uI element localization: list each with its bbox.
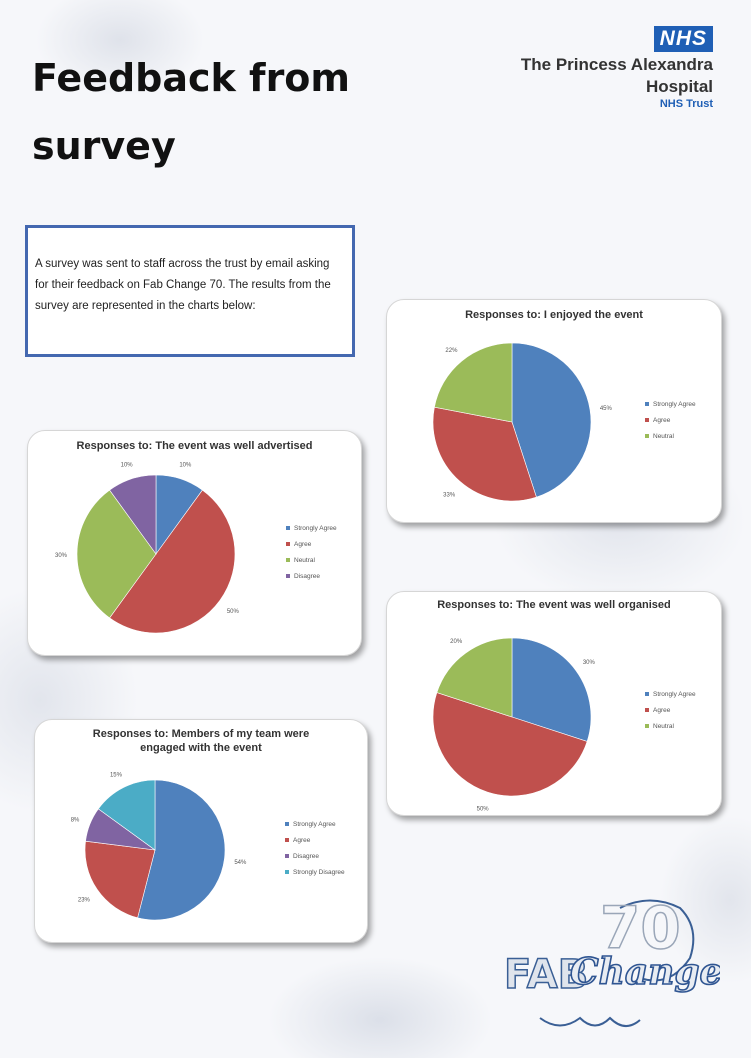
nhs-logo: NHS bbox=[653, 26, 713, 52]
chart-title-line: Responses to: Members of my team were bbox=[93, 728, 309, 740]
fab-change-70-logo: 70 FAB Change bbox=[503, 893, 720, 1027]
chart-title: Responses to: I enjoyed the event bbox=[465, 309, 643, 321]
legend-swatch bbox=[645, 434, 649, 438]
legend-swatch bbox=[286, 542, 290, 546]
pie-data-label: 23% bbox=[78, 897, 91, 903]
pie-data-label: 50% bbox=[477, 806, 490, 812]
pie-slice-neutral bbox=[436, 637, 513, 718]
pie-chart-advertised: Responses to: The event was well adverti… bbox=[55, 440, 337, 634]
pie-slice-disagree bbox=[109, 474, 157, 555]
chart-title: Responses to: Members of my team were eng… bbox=[93, 728, 309, 754]
legend-swatch bbox=[285, 838, 289, 842]
pie-slice-agree bbox=[84, 840, 156, 919]
legend-label: Neutral bbox=[653, 723, 675, 730]
chart-title: Responses to: The event was well organis… bbox=[437, 599, 671, 611]
legend-label: Strongly Disagree bbox=[293, 869, 345, 876]
pie-data-label: 8% bbox=[71, 817, 80, 823]
chart-title: Responses to: The event was well adverti… bbox=[77, 440, 313, 452]
legend-swatch bbox=[286, 558, 290, 562]
pie-slice-neutral bbox=[76, 489, 157, 619]
pie-data-label: 45% bbox=[600, 406, 613, 412]
pie-data-label: 50% bbox=[227, 609, 240, 615]
legend-label: Strongly Agree bbox=[653, 691, 696, 698]
intro-box: A survey was sent to staff across the tr… bbox=[25, 225, 355, 357]
pie-slice-strongly-agree bbox=[511, 342, 592, 498]
legend-label: Neutral bbox=[294, 557, 316, 564]
logo-waves bbox=[539, 1016, 641, 1027]
intro-text: A survey was sent to staff across the tr… bbox=[35, 258, 331, 312]
legend-swatch bbox=[645, 708, 649, 712]
pie-slice-agree bbox=[432, 692, 588, 797]
legend-swatch bbox=[286, 526, 290, 530]
legend-label: Agree bbox=[293, 837, 311, 844]
pie-data-label: 54% bbox=[234, 860, 247, 866]
pie-slice-strongly-disagree bbox=[97, 779, 156, 851]
logo-change: Change bbox=[570, 951, 720, 993]
pie-chart-enjoyed: Responses to: I enjoyed the event 45% 33% 2… bbox=[432, 309, 696, 502]
legend-swatch bbox=[286, 574, 290, 578]
legend-swatch bbox=[645, 724, 649, 728]
legend-label: Agree bbox=[653, 707, 671, 714]
legend-label: Agree bbox=[294, 541, 312, 548]
legend-label: Strongly Agree bbox=[294, 525, 337, 532]
legend-swatch bbox=[285, 822, 289, 826]
legend-label: Disagree bbox=[294, 573, 320, 580]
legend-swatch bbox=[645, 692, 649, 696]
legend-label: Agree bbox=[653, 417, 671, 424]
chart-card-team-engaged: Responses to: Members of my team were eng… bbox=[34, 719, 368, 943]
org-name-line2: Hospital bbox=[645, 77, 713, 96]
pie-data-label: 10% bbox=[179, 463, 192, 469]
legend-label: Strongly Agree bbox=[293, 821, 336, 828]
pie-chart-organised: Responses to: The event was well organis… bbox=[432, 599, 696, 812]
pie-data-label: 15% bbox=[110, 772, 123, 778]
logo-fab: FAB bbox=[504, 952, 588, 998]
pie-data-label: 30% bbox=[55, 553, 68, 559]
legend-swatch bbox=[285, 854, 289, 858]
org-trust: NHS Trust bbox=[659, 98, 713, 110]
pie-chart-team-engaged: Responses to: Members of my team were eng… bbox=[71, 728, 345, 921]
legend-swatch bbox=[285, 870, 289, 874]
pie-slice-strongly-agree bbox=[511, 637, 592, 742]
pie-slice-strongly-agree bbox=[137, 779, 226, 921]
legend-swatch bbox=[645, 402, 649, 406]
org-name-line1: The Princess Alexandra bbox=[520, 55, 713, 74]
pie-data-label: 22% bbox=[445, 348, 458, 354]
pie-data-label: 30% bbox=[583, 660, 596, 666]
logo-swirl bbox=[619, 899, 695, 982]
chart-card-organised: Responses to: The event was well organis… bbox=[386, 591, 722, 816]
legend-label: Strongly Agree bbox=[653, 401, 696, 408]
chart-title-line: engaged with the event bbox=[140, 742, 262, 754]
pie-slice-agree bbox=[432, 406, 537, 502]
pie-slice-neutral bbox=[434, 342, 513, 423]
pie-data-label: 10% bbox=[121, 463, 134, 469]
legend-swatch bbox=[645, 418, 649, 422]
pie-data-label: 20% bbox=[450, 639, 463, 645]
pie-data-label: 33% bbox=[443, 492, 456, 498]
chart-card-enjoyed: Responses to: I enjoyed the event 45% 33% 2… bbox=[386, 299, 722, 523]
logo-seventy: 70 bbox=[600, 894, 681, 962]
page-title: Feedback from survey bbox=[32, 56, 351, 168]
pie-slice-agree bbox=[109, 489, 236, 634]
legend-label: Neutral bbox=[653, 433, 675, 440]
chart-card-advertised: Responses to: The event was well adverti… bbox=[27, 430, 362, 656]
nhs-branding: NHS The Princess Alexandra Hospital NHS … bbox=[521, 26, 713, 110]
legend-label: Disagree bbox=[293, 853, 319, 860]
